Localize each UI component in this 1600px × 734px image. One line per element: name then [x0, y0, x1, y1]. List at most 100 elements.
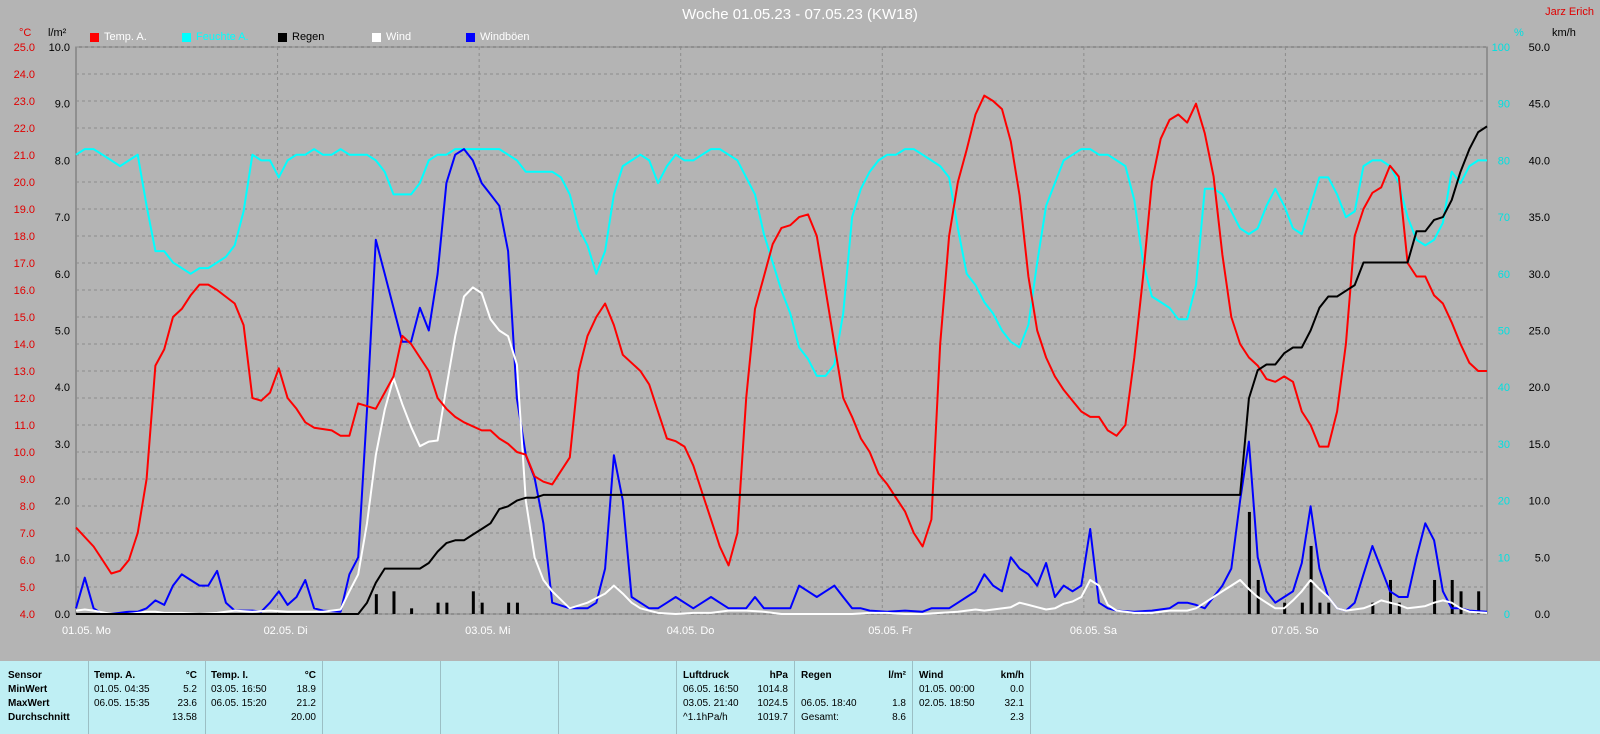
wind-tick-label: 50.0: [1529, 42, 1550, 54]
stats-temp-i-head: Temp. I.: [211, 670, 249, 681]
temp-tick-label: 9.0: [20, 474, 35, 486]
wind-tick-label: 10.0: [1529, 496, 1550, 508]
temp-tick-label: 24.0: [14, 69, 35, 81]
stats-temp-i-cell: Temp. I. °C 03.05. 16:50 18.9 06.05. 15:…: [205, 661, 322, 734]
weather-chart: 4.0 5.0 6.0 7.0 8.0 9.0 10.0 11.0 12.0 13.0 14.0 15…: [14, 42, 1550, 637]
rain-tick-label: 5.0: [55, 326, 70, 338]
temp-tick-label: 19.0: [14, 204, 35, 216]
stats-rain-head: Regen: [801, 670, 832, 681]
rain-tick-label: 1.0: [55, 552, 70, 564]
stats-rain-total-val: 8.6: [892, 712, 906, 723]
stats-pressure-max-time: 03.05. 21:40: [683, 698, 739, 709]
stats-pressure-unit: hPa: [769, 670, 788, 681]
stats-sensor-head: Sensor: [8, 670, 42, 681]
stats-temp-a-head: Temp. A.: [94, 670, 136, 681]
wind-tick-label: 30.0: [1529, 269, 1550, 281]
temp-tick-label: 5.0: [20, 582, 35, 594]
stats-rain-max-time: 06.05. 18:40: [801, 698, 857, 709]
rain-tick-label: 10.0: [49, 42, 70, 54]
temp-tick-label: 12.0: [14, 393, 35, 405]
series-line-windb-en: [75, 148, 1488, 615]
rain-bar: [1371, 602, 1375, 614]
rain-bar: [1247, 511, 1251, 614]
stats-temp-a-unit: °C: [185, 670, 197, 681]
rain-tick-label: 4.0: [55, 382, 70, 394]
legend-label-wind: Wind: [386, 31, 412, 43]
stats-temp-a-cell: Temp. A. °C 01.05. 04:35 5.2 06.05. 15:3…: [88, 661, 205, 734]
wind-tick-label: 25.0: [1529, 326, 1550, 338]
rain-bar: [515, 602, 519, 614]
stats-wind-min-val: 0.0: [1010, 684, 1024, 695]
stats-wind-min-time: 01.05. 00:00: [919, 684, 975, 695]
stats-sensor-cell: Sensor MinWert MaxWert Durchschnitt: [0, 661, 88, 734]
wind-tick-label: 35.0: [1529, 212, 1550, 224]
temp-tick-label: 22.0: [14, 123, 35, 135]
temp-tick-label: 10.0: [14, 447, 35, 459]
author-label: Jarz Erich: [1545, 6, 1594, 18]
stats-pressure-cell: Luftdruck hPa 06.05. 16:50 1014.8 03.05.…: [676, 661, 794, 734]
rain-tick-label: 7.0: [55, 212, 70, 224]
stats-rain-max-val: 1.8: [892, 698, 906, 709]
wind-unit-label: km/h: [1552, 27, 1576, 39]
chart-title: Woche 01.05.23 - 07.05.23 (KW18): [682, 6, 918, 23]
wind-tick-label: 40.0: [1529, 155, 1550, 167]
rain-bar: [374, 594, 378, 614]
rain-tick-label: 6.0: [55, 269, 70, 281]
legend-swatch-humidity: [182, 32, 191, 42]
stats-temp-a-max-val: 23.6: [177, 698, 197, 709]
rain-bar: [410, 608, 414, 614]
rain-bar: [471, 591, 475, 614]
rain-tick-label: 2.0: [55, 496, 70, 508]
humidity-unit-label: %: [1514, 27, 1524, 39]
humidity-tick-label: 30: [1498, 439, 1510, 451]
rain-tick-label: 0.0: [55, 609, 70, 621]
temp-tick-label: 7.0: [20, 528, 35, 540]
legend-temp: Temp. A.: [90, 31, 147, 43]
rain-bar: [1477, 591, 1481, 614]
rain-bar: [1388, 579, 1392, 614]
stats-temp-a-min-time: 01.05. 04:35: [94, 684, 150, 695]
legend-label-rain: Regen: [292, 31, 325, 43]
humidity-tick-label: 20: [1498, 496, 1510, 508]
series-line-temp-a: [75, 94, 1487, 575]
wind-tick-label: 20.0: [1529, 382, 1550, 394]
x-tick-label: 05.05. Fr: [868, 625, 912, 637]
stats-wind-head: Wind: [919, 670, 944, 681]
stats-pressure-trend: ^1.1hPa/h: [683, 712, 728, 723]
x-tick-label: 04.05. Do: [667, 625, 715, 637]
temp-tick-label: 13.0: [14, 366, 35, 378]
stats-temp-a-avg-val: 13.58: [171, 712, 197, 723]
temp-tick-label: 20.0: [14, 177, 35, 189]
stats-temp-i-unit: °C: [304, 670, 316, 681]
stats-pressure-avg-val: 1019.7: [757, 712, 788, 723]
rain-bar: [1433, 579, 1437, 614]
temp-tick-label: 14.0: [14, 339, 35, 351]
rain-bar: [445, 602, 449, 614]
stats-wind-max-time: 02.05. 18:50: [919, 698, 975, 709]
temp-tick-label: 18.0: [14, 231, 35, 243]
wind-tick-label: 15.0: [1529, 439, 1550, 451]
humidity-tick-label: 50: [1498, 326, 1510, 338]
stats-temp-a-min-val: 5.2: [183, 684, 197, 695]
stats-empty-cell-3: [558, 661, 676, 734]
temp-tick-label: 8.0: [20, 501, 35, 513]
stats-pressure-head: Luftdruck: [683, 670, 730, 681]
temp-tick-label: 23.0: [14, 96, 35, 108]
legend-rain: Regen: [278, 31, 324, 43]
humidity-tick-label: 100: [1492, 42, 1510, 54]
rain-unit-label: l/m²: [48, 27, 67, 39]
rain-bar: [436, 602, 440, 614]
stats-row-min: MinWert: [8, 684, 48, 695]
legend-swatch-rain: [278, 32, 287, 42]
temp-tick-label: 15.0: [14, 312, 35, 324]
stats-temp-i-max-val: 21.2: [296, 698, 316, 709]
stats-empty-cell-4: [1030, 661, 1600, 734]
rain-bar: [1327, 602, 1331, 614]
legend-humidity: Feuchte A.: [182, 31, 249, 43]
x-tick-label: 07.05. So: [1271, 625, 1318, 637]
series-line-regen: [76, 125, 1488, 615]
plot-area: [75, 46, 1488, 615]
temp-tick-label: 6.0: [20, 555, 35, 567]
legend-wind: Wind: [372, 31, 411, 43]
stats-pressure-min-val: 1014.8: [757, 684, 788, 695]
